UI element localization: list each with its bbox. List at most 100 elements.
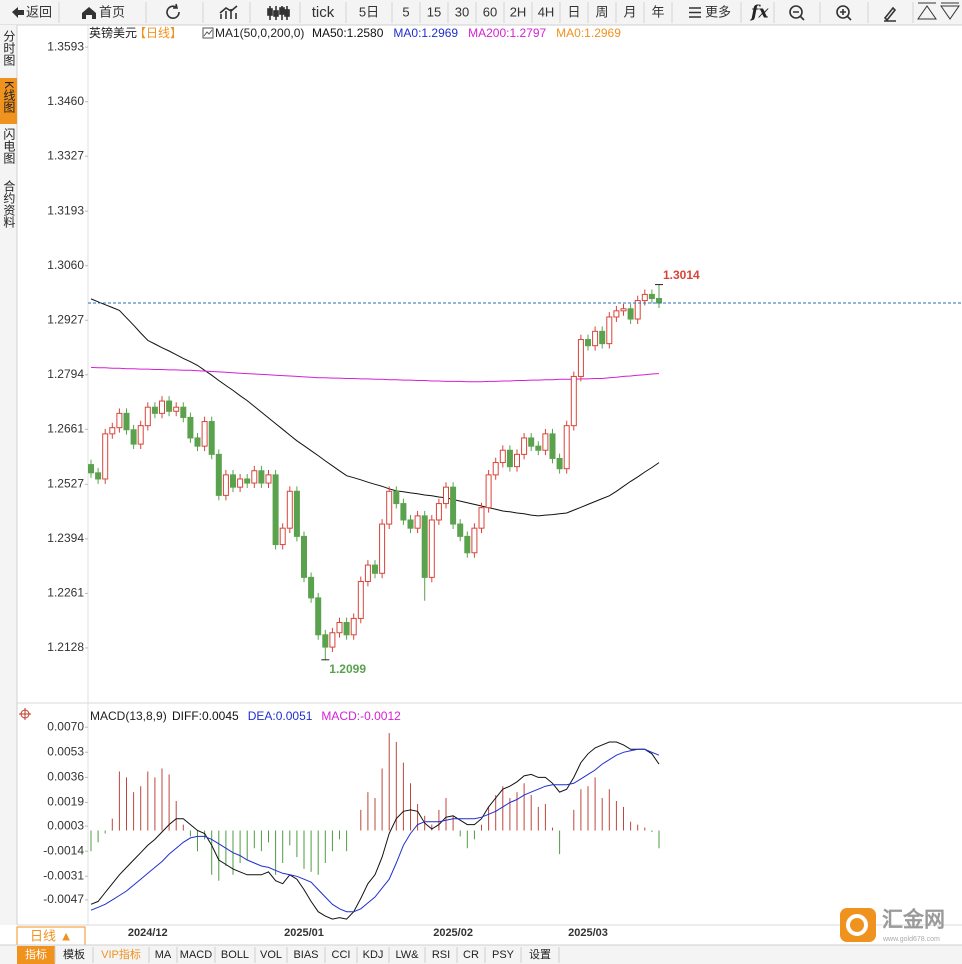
toolbar-button[interactable]: 首页 bbox=[99, 4, 125, 19]
toolbar-button[interactable]: 5 bbox=[402, 4, 409, 19]
high-label: 1.3014 bbox=[663, 268, 700, 282]
indicator-icon[interactable] bbox=[202, 27, 214, 39]
symbol: 英镑美元 bbox=[89, 25, 137, 40]
logo-mark bbox=[840, 908, 876, 942]
period-button-label[interactable]: 日线 ▲ bbox=[30, 928, 72, 943]
candle-body bbox=[180, 406, 187, 418]
toolbar-button[interactable]: 年 bbox=[651, 4, 664, 19]
candle-body bbox=[450, 486, 457, 525]
candle-body bbox=[457, 523, 464, 537]
candle-body bbox=[109, 427, 116, 435]
sidebar-tab[interactable]: 合约资料 bbox=[2, 179, 16, 228]
tab[interactable]: VOL bbox=[260, 949, 282, 961]
tab[interactable]: 设置 bbox=[529, 948, 551, 961]
candle-body bbox=[549, 433, 556, 459]
toolbar-button[interactable]: 日 bbox=[567, 4, 580, 19]
more-icon[interactable] bbox=[689, 7, 701, 18]
tab[interactable]: PSY bbox=[492, 949, 515, 961]
toolbar-button[interactable]: 周 bbox=[595, 4, 608, 19]
tab[interactable]: RSI bbox=[432, 949, 450, 961]
candle-body bbox=[499, 449, 506, 464]
fx-button[interactable]: fx bbox=[750, 3, 769, 23]
logo-ring bbox=[846, 914, 868, 936]
indicator-line bbox=[90, 748, 660, 913]
y-tick-label: -0.0014 bbox=[43, 843, 84, 857]
candle-body bbox=[222, 474, 229, 496]
candle-body bbox=[322, 634, 329, 648]
candle-body bbox=[187, 416, 194, 439]
candle-body bbox=[102, 433, 109, 480]
period: 【日线】 bbox=[134, 26, 182, 40]
draw-icon[interactable] bbox=[883, 6, 897, 22]
toolbar-button[interactable]: 月 bbox=[623, 4, 636, 19]
watermark-name: 汇金网 bbox=[882, 908, 945, 932]
toolbar-button[interactable]: 60 bbox=[483, 4, 497, 19]
candle-body bbox=[379, 523, 386, 574]
tab[interactable]: CR bbox=[463, 949, 479, 961]
candle-body bbox=[364, 564, 371, 582]
y-tick-label: 1.2927 bbox=[47, 312, 84, 326]
candle-body bbox=[577, 339, 584, 377]
candle-body bbox=[88, 464, 94, 474]
tab[interactable]: 模板 bbox=[63, 947, 85, 961]
candle-body bbox=[230, 474, 236, 488]
candle-body bbox=[599, 330, 606, 345]
toolbar-button[interactable]: 2H bbox=[510, 4, 527, 19]
candle-body bbox=[521, 437, 528, 455]
tab[interactable]: MACD bbox=[180, 949, 212, 961]
macd-icon[interactable] bbox=[19, 708, 31, 720]
tab[interactable]: MA bbox=[155, 949, 172, 961]
sidebar bbox=[0, 25, 17, 925]
candle-body bbox=[492, 462, 499, 476]
tab[interactable]: 指标 bbox=[25, 947, 47, 961]
legend-entry: DEA:0.0051 bbox=[248, 709, 313, 723]
candle-body bbox=[634, 300, 641, 320]
zoom-in-icon[interactable] bbox=[836, 5, 850, 19]
y-tick-label: 0.0070 bbox=[47, 719, 84, 733]
candle-body bbox=[542, 433, 549, 451]
toolbar-button[interactable]: 返回 bbox=[26, 4, 52, 19]
low-label: 1.2099 bbox=[329, 662, 366, 676]
tab[interactable]: BIAS bbox=[293, 949, 318, 961]
candle-body bbox=[258, 470, 265, 484]
sidebar-tab[interactable]: K线图 bbox=[2, 81, 16, 113]
y-tick-label: 1.2661 bbox=[47, 422, 84, 436]
y-tick-label: 1.3460 bbox=[47, 94, 84, 108]
candle-body bbox=[570, 375, 577, 427]
triangle-down-icon[interactable] bbox=[940, 2, 960, 20]
toolbar-button[interactable]: 5日 bbox=[359, 4, 379, 19]
toolbar-button[interactable]: 30 bbox=[455, 4, 469, 19]
tab-active bbox=[17, 946, 55, 964]
candle-body bbox=[620, 308, 627, 312]
sidebar-tab[interactable]: 闪电图 bbox=[2, 128, 16, 164]
line-chart-icon[interactable] bbox=[219, 5, 238, 19]
tab[interactable]: LW& bbox=[395, 949, 419, 961]
y-tick-label: 1.3593 bbox=[47, 39, 84, 53]
tab[interactable]: BOLL bbox=[221, 949, 249, 961]
candle-body bbox=[215, 453, 222, 496]
tab[interactable]: CCI bbox=[332, 949, 351, 961]
toolbar-button[interactable]: tick bbox=[312, 4, 335, 21]
toolbar-button[interactable]: 15 bbox=[427, 4, 441, 19]
y-tick-label: -0.0047 bbox=[43, 892, 84, 906]
candle-body bbox=[400, 503, 407, 521]
candle-body bbox=[244, 478, 251, 484]
home-icon[interactable] bbox=[82, 7, 96, 19]
zoom-out-icon[interactable] bbox=[789, 5, 803, 19]
candle-body bbox=[286, 490, 293, 529]
tabs: 指标 模板 VIP指标 MA MACD BOLL VOL BIAS CCI KDJ LW& RSI CR… bbox=[17, 946, 560, 964]
back-icon[interactable] bbox=[12, 7, 24, 18]
tab[interactable]: VIP指标 bbox=[101, 947, 141, 961]
toolbar-button[interactable]: 4H bbox=[538, 4, 555, 19]
y-tick-label: 1.2261 bbox=[47, 586, 84, 600]
candle-body bbox=[272, 474, 279, 546]
candle-body bbox=[407, 519, 414, 529]
sidebar-tab[interactable]: 分时图 bbox=[2, 30, 16, 66]
triangle-up-icon[interactable] bbox=[917, 2, 937, 20]
refresh-icon[interactable] bbox=[166, 3, 180, 19]
toolbar-button[interactable]: 更多 bbox=[705, 4, 731, 19]
y-tick-label: 1.2128 bbox=[47, 640, 84, 654]
tab[interactable]: KDJ bbox=[363, 949, 384, 961]
y-tick-label: 1.3193 bbox=[47, 203, 84, 217]
